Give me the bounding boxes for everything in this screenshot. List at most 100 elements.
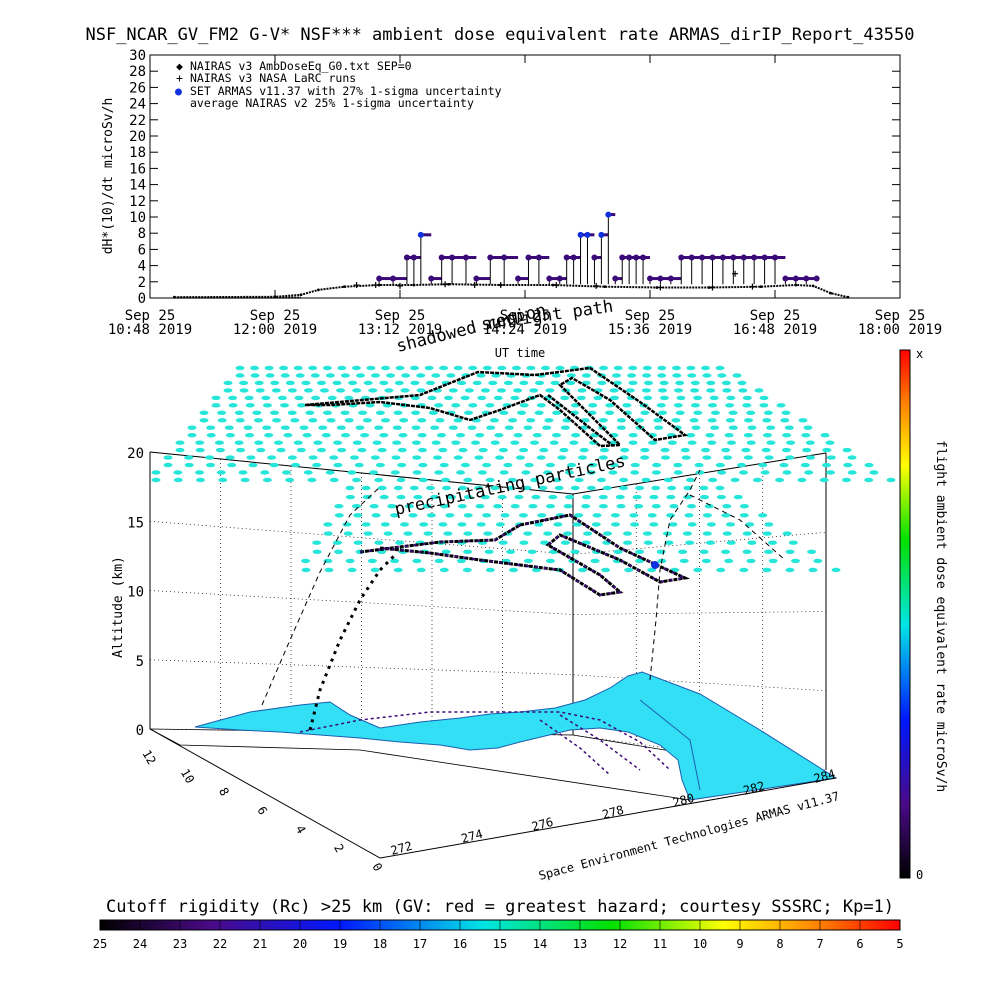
rigidity-dot <box>293 440 303 445</box>
rigidity-dot <box>785 567 795 573</box>
rigidity-dot <box>327 395 337 401</box>
rigidity-dot <box>517 410 526 415</box>
rigidity-dot <box>336 425 346 430</box>
x-tick-label-date: Sep 25 <box>625 308 676 324</box>
rigidity-dot <box>463 477 473 483</box>
rigidity-dot <box>481 388 490 393</box>
flight-path-measured-dose <box>359 513 689 597</box>
rigidity-dot <box>352 477 361 483</box>
rigidity-dot <box>656 403 666 408</box>
rigidity-dot <box>619 455 629 460</box>
nairas-point <box>794 283 798 287</box>
rigidity-dot <box>299 425 309 430</box>
legend-entry: SET ARMAS v11.37 with 27% 1-sigma uncert… <box>190 84 502 98</box>
rigidity-dot <box>588 403 598 408</box>
rigidity-dot <box>788 540 798 545</box>
rigidity-dot <box>526 418 536 423</box>
rigidity-dot <box>728 410 738 415</box>
rigidity-dot <box>333 440 343 445</box>
rigidity-dot <box>768 558 778 564</box>
rigidity-dot <box>379 494 389 500</box>
legend-symbol: ◆ <box>176 59 183 73</box>
rigidity-dot <box>475 504 485 509</box>
rigidity-dot <box>500 513 510 518</box>
rigidity-dot <box>423 531 433 536</box>
rigidity-dot <box>260 470 270 475</box>
rigidity-dot <box>351 365 361 371</box>
rigidity-dot <box>411 440 421 445</box>
rigidity-dot <box>642 531 652 536</box>
rigidity-dot <box>693 410 703 415</box>
nairas-point <box>377 283 381 287</box>
x-tick-label-date: Sep 25 <box>875 308 926 324</box>
rigidity-dot <box>764 455 774 460</box>
rigidity-dot <box>785 455 795 460</box>
legend: ◆ NAIRAS v3 AmbDoseEq_G0.txt SEP=0 + NAI… <box>175 59 502 110</box>
altitude-tick-label: 20 <box>127 446 144 462</box>
rigidity-dot <box>723 455 733 460</box>
rigidity-dot <box>239 388 249 393</box>
rigidity-dot <box>593 395 603 401</box>
rigidity-dot <box>442 485 451 491</box>
rigidity-dot <box>623 531 632 536</box>
rigidity-dot <box>759 395 769 401</box>
rigidity-dot <box>706 522 716 527</box>
floor-axes <box>149 728 837 859</box>
rigidity-dot <box>337 365 347 371</box>
rigidity-dot <box>758 462 768 468</box>
armas-point <box>803 275 810 282</box>
rigidity-dot <box>847 470 857 475</box>
rigidity-dot <box>357 447 367 453</box>
rigidity-dot <box>598 418 608 423</box>
rigidity-dot <box>536 403 546 408</box>
x-tick-label-date: Sep 25 <box>250 308 301 324</box>
rigidity-dot <box>597 380 607 386</box>
rigidity-dot <box>287 410 297 415</box>
rigidity-dot <box>374 540 384 545</box>
rigidity-dot <box>334 549 344 554</box>
rigidity-dot <box>508 567 518 573</box>
flight-path-climb <box>308 553 397 731</box>
y-tick-label: 10 <box>129 210 146 226</box>
rigidity-dot <box>717 373 727 378</box>
rigidity-dot <box>531 494 541 500</box>
rigidity-dot <box>269 462 279 468</box>
rigidity-dot <box>628 440 638 445</box>
rigidity-dot <box>217 418 227 423</box>
rigidity-dot <box>280 373 290 378</box>
rigidity-dot <box>435 418 445 423</box>
rigidity-dot <box>291 462 300 468</box>
armas-point <box>772 254 778 261</box>
rigidity-color-bar: Cutoff rigidity (Rc) >25 km (GV: red = g… <box>93 897 904 951</box>
rigidity-dot <box>658 388 667 393</box>
rigidity-dot <box>675 380 685 386</box>
rigidity-dot <box>739 567 749 573</box>
nairas-curve <box>174 283 849 299</box>
armas-point <box>428 275 435 282</box>
rigidity-dot <box>763 410 773 415</box>
altitude-axis: 0 5 10 15 20 <box>127 446 144 739</box>
rigidity-dot <box>293 365 303 371</box>
rigidity-dot <box>458 447 468 453</box>
rigidity-tick-label: 12 <box>613 937 627 951</box>
rigidity-dot <box>362 494 372 500</box>
rigidity-dot <box>702 373 712 378</box>
rigidity-dot <box>456 433 465 438</box>
rigidity-dot <box>254 380 264 386</box>
rigidity-dot <box>305 410 315 415</box>
larc-point <box>442 281 449 288</box>
rigidity-dot <box>440 504 450 509</box>
nairas-point <box>412 283 416 287</box>
rigidity-dot <box>524 462 534 468</box>
rigidity-dot <box>700 494 709 500</box>
rigidity-tick-label: 20 <box>293 937 307 951</box>
rigidity-dot <box>699 485 709 491</box>
rigidity-dot <box>591 522 601 527</box>
rigidity-dot <box>431 373 441 378</box>
rigidity-dot <box>497 388 506 393</box>
rigidity-dot <box>578 567 587 573</box>
rigidity-dot <box>746 558 756 564</box>
armas-point <box>390 275 397 282</box>
